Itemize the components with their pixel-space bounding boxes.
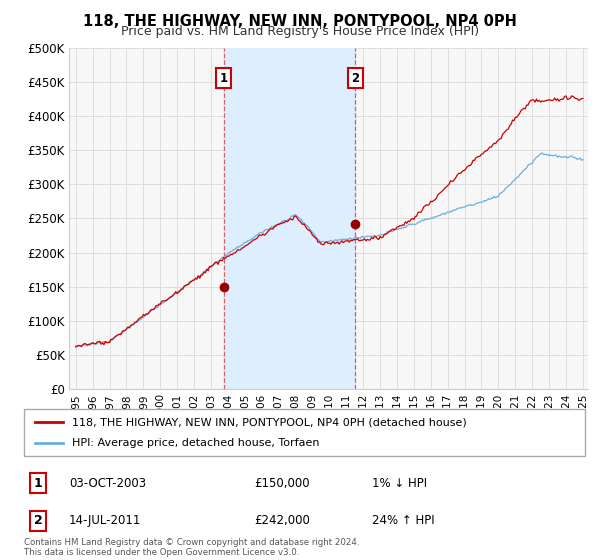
- Text: Contains HM Land Registry data © Crown copyright and database right 2024.
This d: Contains HM Land Registry data © Crown c…: [24, 538, 359, 557]
- Text: HPI: Average price, detached house, Torfaen: HPI: Average price, detached house, Torf…: [71, 438, 319, 448]
- Text: 118, THE HIGHWAY, NEW INN, PONTYPOOL, NP4 0PH (detached house): 118, THE HIGHWAY, NEW INN, PONTYPOOL, NP…: [71, 417, 466, 427]
- Text: 03-OCT-2003: 03-OCT-2003: [69, 477, 146, 489]
- Bar: [224, 48, 355, 389]
- Text: 24% ↑ HPI: 24% ↑ HPI: [372, 515, 434, 528]
- FancyBboxPatch shape: [24, 409, 585, 456]
- Text: 118, THE HIGHWAY, NEW INN, PONTYPOOL, NP4 0PH: 118, THE HIGHWAY, NEW INN, PONTYPOOL, NP…: [83, 14, 517, 29]
- Text: Price paid vs. HM Land Registry's House Price Index (HPI): Price paid vs. HM Land Registry's House …: [121, 25, 479, 38]
- Text: 2: 2: [34, 515, 43, 528]
- Text: 1% ↓ HPI: 1% ↓ HPI: [372, 477, 427, 489]
- Text: 1: 1: [34, 477, 43, 489]
- Text: 1: 1: [220, 72, 228, 85]
- Text: 14-JUL-2011: 14-JUL-2011: [69, 515, 141, 528]
- Text: £150,000: £150,000: [254, 477, 310, 489]
- Text: £242,000: £242,000: [254, 515, 310, 528]
- Text: 2: 2: [352, 72, 359, 85]
